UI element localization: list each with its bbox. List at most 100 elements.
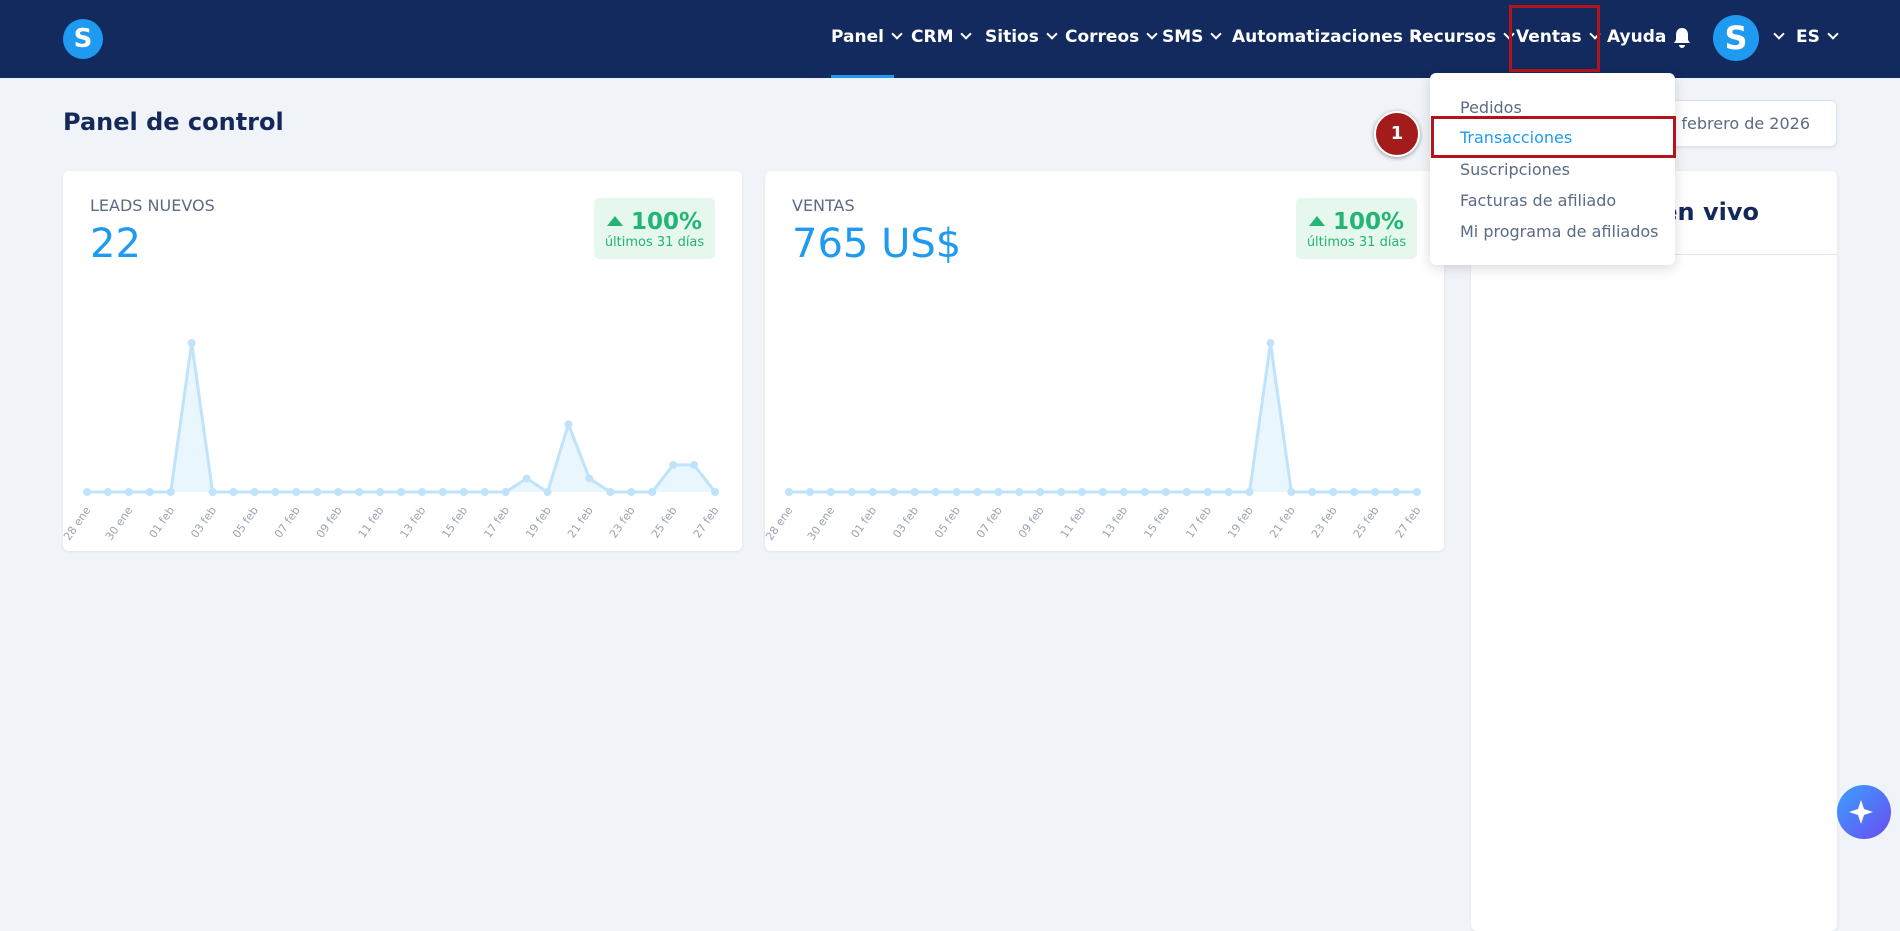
- point: [229, 488, 238, 496]
- point: [1182, 488, 1191, 496]
- x-tick-label: 30 ene: [103, 504, 136, 543]
- card-label: LEADS NUEVOS: [90, 196, 215, 215]
- nav-item[interactable]: Automatizaciones: [1232, 27, 1422, 47]
- x-tick-label: 21 feb: [565, 504, 596, 540]
- point: [166, 488, 175, 496]
- point: [910, 488, 919, 496]
- page-title: Panel de control: [63, 108, 284, 136]
- active-underline: [831, 75, 894, 78]
- x-tick-label: 11 feb: [356, 504, 387, 540]
- x-tick-label: 27 feb: [1393, 504, 1424, 540]
- x-tick-label: 17 feb: [481, 504, 512, 540]
- point: [1308, 488, 1317, 496]
- nav-item[interactable]: SMS: [1162, 27, 1223, 47]
- change-row: 100%: [594, 209, 715, 235]
- avatar[interactable]: S: [1713, 15, 1759, 61]
- nav-text: Recursos: [1409, 27, 1497, 47]
- assistant-button[interactable]: [1837, 785, 1891, 839]
- dropdown-item[interactable]: Pedidos: [1460, 98, 1522, 117]
- point: [1119, 488, 1128, 496]
- point: [271, 488, 280, 496]
- point: [889, 488, 898, 496]
- chevron: [1046, 28, 1058, 40]
- point: [397, 488, 405, 496]
- x-tick-label: 15 feb: [439, 504, 470, 540]
- x-tick-label: 09 feb: [1016, 504, 1047, 540]
- language-text: ES: [1796, 27, 1820, 47]
- point: [438, 488, 447, 496]
- x-tick-label: 13 feb: [398, 504, 429, 540]
- card-total: 22: [90, 221, 141, 267]
- change-value: 100%: [1332, 209, 1405, 235]
- point: [826, 488, 835, 496]
- nav-text: Automatizaciones: [1232, 27, 1403, 47]
- x-tick-label: 19 feb: [1225, 504, 1256, 540]
- nav-item[interactable]: Ayuda: [1607, 27, 1666, 47]
- point: [606, 488, 615, 496]
- point: [1266, 339, 1275, 347]
- point: [1329, 488, 1338, 496]
- point: [501, 488, 510, 496]
- point: [711, 488, 719, 496]
- point: [355, 488, 364, 496]
- x-tick-label: 28 ene: [765, 504, 796, 543]
- point: [187, 339, 196, 347]
- nav-text: Panel: [831, 27, 884, 47]
- dropdown: Pedidos Transacciones Suscripciones Factura…: [1430, 73, 1675, 265]
- point: [785, 488, 793, 496]
- language[interactable]: ES: [1796, 27, 1839, 47]
- nav-item[interactable]: Recursos: [1409, 27, 1515, 47]
- x-tick-label: 15 feb: [1141, 504, 1172, 540]
- dropdown-item[interactable]: Suscripciones: [1460, 160, 1570, 179]
- point: [648, 488, 657, 496]
- dropdown-item[interactable]: Transacciones: [1460, 128, 1573, 147]
- header: S Panel CRM Sitios Correos SMS Automatizacion…: [0, 0, 1900, 78]
- point: [1287, 488, 1296, 496]
- x-tick-label: 01 feb: [848, 504, 879, 540]
- point: [1015, 488, 1024, 496]
- point: [1203, 488, 1212, 496]
- nav-text: CRM: [911, 27, 954, 47]
- chevron: [960, 28, 973, 40]
- x-tick-label: 07 feb: [974, 504, 1005, 540]
- point: [313, 488, 322, 496]
- x-tick-label: 07 feb: [272, 504, 303, 540]
- point: [952, 488, 961, 496]
- point: [669, 460, 678, 469]
- nav-item[interactable]: Ventas: [1516, 27, 1601, 47]
- chevron: [1773, 28, 1785, 40]
- nav-text: Ventas: [1516, 27, 1582, 47]
- change-badge: 100% últimos 31 días: [1296, 198, 1417, 259]
- x-tick-label: 25 feb: [649, 504, 680, 540]
- logo[interactable]: S: [63, 19, 103, 59]
- point: [459, 488, 468, 496]
- point: [627, 488, 636, 496]
- point: [1371, 488, 1380, 496]
- point: [145, 488, 154, 496]
- chevron: [891, 28, 903, 40]
- card-label: VENTAS: [792, 196, 855, 215]
- point: [83, 488, 91, 496]
- nav-item[interactable]: Correos: [1065, 27, 1158, 47]
- live-panel: s en vivo: [1471, 171, 1837, 931]
- point: [564, 420, 573, 429]
- x-tick-label: 03 feb: [890, 504, 921, 540]
- line: [789, 342, 1417, 494]
- bell-icon[interactable]: [1671, 26, 1693, 50]
- x-tick-label: 21 feb: [1267, 504, 1298, 540]
- highlight-box: [1431, 116, 1676, 158]
- point: [250, 488, 259, 496]
- change-value: 100%: [630, 209, 703, 235]
- point: [1245, 488, 1254, 496]
- nav-item[interactable]: CRM: [911, 27, 973, 47]
- x-tick-label: 09 feb: [314, 504, 345, 540]
- point: [1224, 488, 1233, 496]
- dropdown-item[interactable]: Facturas de afiliado: [1460, 191, 1617, 210]
- chevron: [1210, 28, 1223, 40]
- nav-item[interactable]: Panel: [831, 27, 903, 47]
- nav-item[interactable]: Sitios: [985, 27, 1058, 47]
- point: [931, 488, 940, 496]
- point: [1036, 488, 1045, 496]
- point: [1350, 488, 1359, 496]
- dropdown-item[interactable]: Mi programa de afiliados: [1460, 222, 1659, 241]
